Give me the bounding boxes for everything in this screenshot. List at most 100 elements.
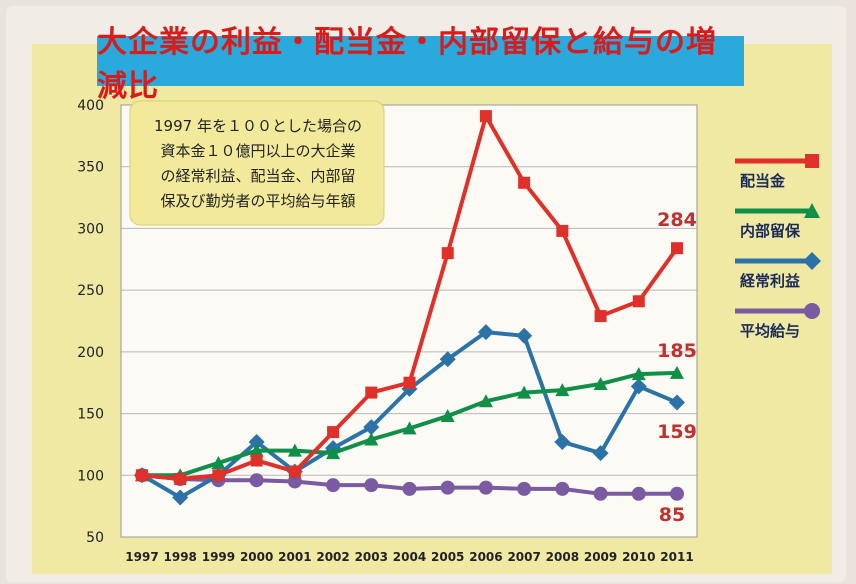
data-point bbox=[440, 409, 455, 423]
x-tick-label: 2002 bbox=[316, 550, 349, 564]
plot-border bbox=[120, 104, 698, 538]
x-tick-label: 1997 bbox=[125, 550, 158, 564]
y-tick-label: 150 bbox=[77, 407, 104, 423]
note-box: 1997 年を１００とした場合の 資本金１０億円以上の大企業 の経常利益、配当金… bbox=[129, 100, 385, 226]
data-point bbox=[670, 486, 684, 501]
data-point bbox=[249, 473, 264, 488]
x-tick-label: 2004 bbox=[393, 550, 426, 564]
data-point bbox=[517, 385, 532, 399]
data-point bbox=[554, 433, 571, 450]
data-point bbox=[630, 378, 647, 395]
data-point bbox=[594, 310, 607, 323]
data-point bbox=[288, 465, 301, 478]
data-point bbox=[363, 419, 380, 436]
y-tick-label: 400 bbox=[77, 98, 104, 114]
data-point bbox=[365, 386, 378, 399]
note-line-3: の経常利益、配当金、内部留 bbox=[160, 167, 355, 185]
data-point bbox=[517, 481, 532, 496]
data-point bbox=[555, 481, 570, 496]
data-point bbox=[631, 486, 646, 501]
legend-label: 経常利益 bbox=[740, 272, 800, 290]
data-point bbox=[136, 469, 148, 482]
data-point bbox=[440, 480, 455, 495]
x-tick-label: 1999 bbox=[202, 550, 235, 564]
data-point bbox=[287, 443, 302, 457]
data-point bbox=[174, 472, 187, 485]
data-point bbox=[593, 486, 608, 501]
data-point bbox=[172, 489, 189, 506]
data-point bbox=[364, 478, 379, 493]
data-point bbox=[556, 224, 569, 237]
data-point bbox=[248, 433, 265, 450]
x-tick-label: 2005 bbox=[431, 550, 464, 564]
legend-label: 配当金 bbox=[740, 172, 786, 190]
data-point bbox=[479, 110, 492, 123]
data-point bbox=[211, 455, 226, 469]
series-配当金 bbox=[136, 110, 683, 485]
data-point bbox=[669, 394, 685, 411]
data-point bbox=[403, 376, 416, 389]
series-内部留保 bbox=[135, 365, 684, 482]
data-point bbox=[804, 203, 820, 218]
data-point bbox=[631, 367, 646, 381]
series-経常利益 bbox=[134, 324, 685, 506]
x-tick-label: 2009 bbox=[584, 550, 617, 564]
x-tick-label: 2000 bbox=[240, 550, 273, 564]
legend-label: 内部留保 bbox=[740, 222, 801, 240]
note-line-2: 資本金１０億円以上の大企業 bbox=[160, 142, 355, 160]
data-point bbox=[670, 365, 684, 379]
legend-item: 配当金 bbox=[735, 154, 819, 190]
data-point bbox=[402, 421, 417, 435]
data-point bbox=[212, 469, 225, 482]
data-point bbox=[249, 443, 264, 457]
data-point bbox=[327, 426, 340, 439]
end-value-label: 185 bbox=[657, 340, 697, 362]
end-value-label: 284 bbox=[657, 209, 697, 231]
data-point bbox=[364, 432, 379, 446]
legend-item: 平均給与 bbox=[735, 303, 820, 340]
data-point bbox=[441, 247, 454, 260]
end-value-label: 159 bbox=[657, 421, 697, 443]
data-point bbox=[250, 454, 263, 467]
x-tick-label: 2006 bbox=[469, 550, 502, 564]
end-value-label: 85 bbox=[659, 504, 685, 526]
data-point bbox=[632, 295, 645, 308]
data-point bbox=[518, 176, 531, 189]
x-tick-label: 2001 bbox=[278, 550, 311, 564]
data-point bbox=[326, 446, 341, 460]
data-point bbox=[592, 445, 609, 462]
y-tick-label: 50 bbox=[86, 530, 104, 546]
y-tick-label: 300 bbox=[77, 221, 104, 237]
data-point bbox=[478, 394, 493, 408]
data-point bbox=[477, 324, 494, 341]
x-tick-label: 2003 bbox=[355, 550, 388, 564]
data-point bbox=[804, 303, 820, 319]
x-tick-label: 2008 bbox=[546, 550, 579, 564]
x-tick-label: 2007 bbox=[507, 550, 540, 564]
data-point bbox=[402, 481, 417, 496]
y-tick-label: 350 bbox=[77, 160, 104, 176]
legend-item: 経常利益 bbox=[735, 252, 821, 290]
data-point bbox=[671, 242, 683, 255]
legend-item: 内部留保 bbox=[735, 203, 820, 240]
legend-label: 平均給与 bbox=[740, 322, 800, 340]
y-tick-label: 100 bbox=[77, 468, 104, 484]
data-point bbox=[326, 478, 341, 493]
data-point bbox=[555, 383, 570, 397]
y-tick-label: 250 bbox=[77, 283, 104, 299]
x-tick-label: 2010 bbox=[622, 550, 655, 564]
data-point bbox=[805, 154, 819, 168]
note-line-1: 1997 年を１００とした場合の bbox=[154, 117, 362, 135]
data-point bbox=[287, 474, 302, 489]
x-tick-label: 1998 bbox=[164, 550, 197, 564]
data-point bbox=[478, 480, 493, 495]
data-point bbox=[593, 376, 608, 390]
x-tick-label: 2011 bbox=[660, 550, 693, 564]
data-point bbox=[516, 327, 533, 344]
note-line-4: 保及び勤労者の平均給与年額 bbox=[160, 192, 355, 210]
data-point bbox=[803, 252, 821, 270]
y-tick-label: 200 bbox=[77, 345, 104, 361]
data-point bbox=[439, 351, 456, 368]
